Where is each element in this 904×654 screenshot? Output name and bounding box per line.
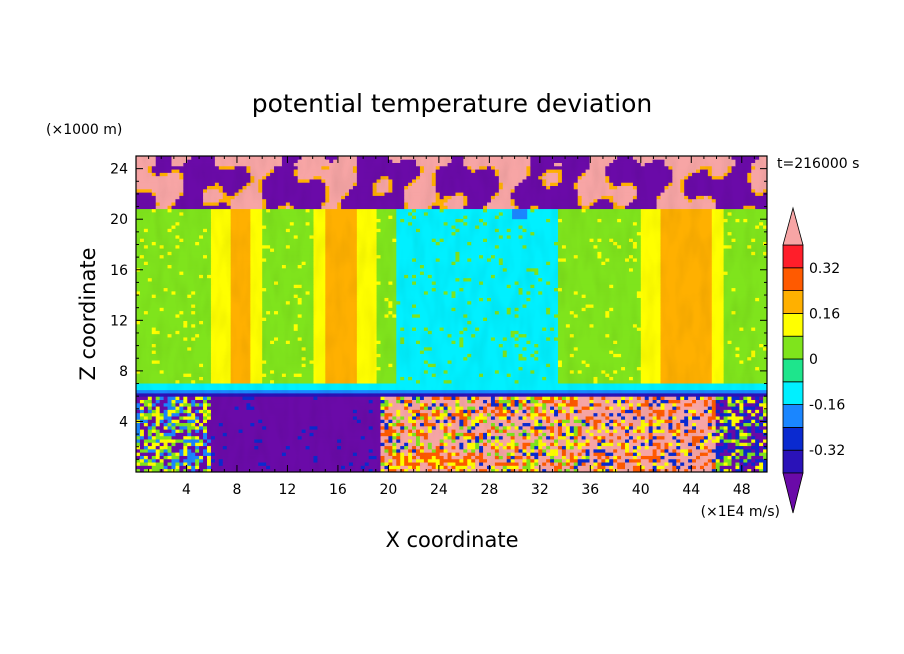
colorbar-band	[782, 404, 804, 428]
y-tick-label: 8	[119, 364, 128, 380]
time-label: t=216000 s	[777, 156, 859, 172]
colorbar-label: 0.32	[809, 261, 840, 277]
x-tick-label: 44	[682, 482, 700, 498]
colorbar: 0.32 0.16 0 -0.16 -0.32	[782, 206, 845, 514]
y-unit-label: (×1000 m)	[46, 122, 122, 138]
colorbar-band	[782, 381, 804, 405]
colorbar-label: -0.32	[809, 443, 845, 459]
chart-title: potential temperature deviation	[252, 89, 652, 118]
x-axis-label: X coordinate	[385, 528, 518, 552]
y-tick-label: 16	[110, 263, 128, 279]
x-unit-label: (×1E4 m/s)	[701, 504, 780, 520]
colorbar-lower-extension	[782, 472, 804, 514]
x-tick-label: 36	[581, 482, 599, 498]
x-tick-label: 32	[531, 482, 549, 498]
x-tick-label: 48	[733, 482, 751, 498]
colorbar-label: 0	[809, 352, 818, 368]
x-tick-label: 16	[329, 482, 347, 498]
colorbar-band	[782, 358, 804, 383]
x-tick-label: 12	[279, 482, 297, 498]
colorbar-band	[782, 267, 804, 291]
x-tick-label: 4	[182, 482, 191, 498]
y-tick-label: 24	[110, 162, 128, 178]
colorbar-band	[782, 290, 804, 314]
y-axis-ticks: 4 8 12 16 20 24	[110, 162, 767, 460]
colorbar-upper-extension	[782, 206, 804, 246]
colorbar-band	[782, 426, 804, 451]
x-tick-label: 24	[430, 482, 448, 498]
x-tick-label: 20	[379, 482, 397, 498]
texture-overlay	[136, 156, 767, 472]
colorbar-band	[782, 335, 804, 360]
colorbar-label: -0.16	[809, 398, 845, 414]
x-tick-label: 8	[232, 482, 241, 498]
x-tick-label: 40	[632, 482, 650, 498]
x-tick-label: 28	[480, 482, 498, 498]
y-tick-label: 20	[110, 212, 128, 228]
colorbar-band	[782, 244, 804, 269]
colorbar-label: 0.16	[809, 306, 840, 322]
y-tick-label: 4	[119, 414, 128, 430]
colorbar-band	[782, 312, 804, 337]
x-axis-ticks: 4 8 12 16 20 24 28 32 36 40 44 48	[148, 156, 755, 498]
y-axis-label: Z coordinate	[76, 247, 100, 380]
plot-area	[136, 156, 767, 472]
y-tick-label: 12	[110, 313, 128, 329]
colorbar-band	[782, 449, 804, 474]
